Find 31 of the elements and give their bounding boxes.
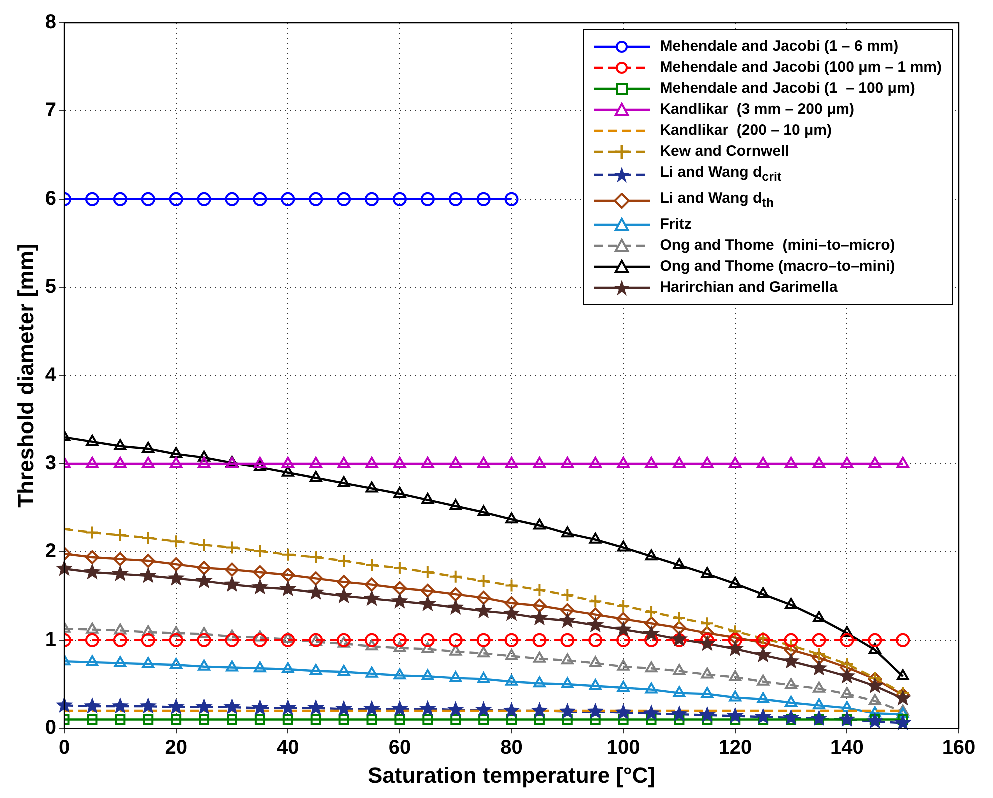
y-tick-label: 5: [45, 276, 57, 298]
y-tick-label: 7: [45, 100, 57, 122]
legend-label: Li and Wang d$_{th}$: [660, 189, 774, 212]
x-tick-label: 20: [165, 737, 188, 760]
y-tick-label: 3: [45, 452, 57, 475]
legend-label: Kandlikar (200 – 10 μm): [660, 121, 832, 141]
x-tick-label: 160: [942, 737, 976, 760]
x-tick-label: 140: [830, 737, 864, 760]
x-tick-label: 120: [718, 737, 752, 760]
x-tick-label: 80: [500, 737, 523, 760]
legend-label: Mehendale and Jacobi (1 – 100 μm): [660, 79, 916, 99]
y-axis-title: Threshold diameter [mm]: [13, 244, 38, 508]
legend-label: Harirchian and Garimella: [660, 278, 838, 298]
y-tick-label: 8: [45, 12, 57, 34]
legend-label: Mehendale and Jacobi (1 – 6 mm): [660, 37, 899, 57]
x-tick-label: 40: [277, 737, 300, 760]
legend-label: Li and Wang d$_{crit}$: [660, 163, 782, 186]
y-tick-label: 0: [45, 717, 57, 740]
legend-label: Kandlikar (3 mm – 200 μm): [660, 100, 854, 120]
x-tick-label: 60: [388, 737, 412, 760]
legend-label: Fritz: [660, 215, 692, 235]
legend-label: Ong and Thome (macro–to–mini): [660, 257, 896, 277]
y-tick-label: 2: [45, 540, 57, 563]
legend-label: Ong and Thome (mini–to–micro): [660, 236, 896, 256]
legend-label: Kew and Cornwell: [660, 142, 790, 162]
legend-label: Mehendale and Jacobi (100 μm – 1 mm): [660, 58, 942, 78]
x-axis-title: Saturation temperature [°C]: [368, 762, 656, 788]
y-tick-label: 1: [45, 628, 57, 651]
y-tick-label: 4: [45, 364, 58, 386]
x-tick-label: 100: [606, 737, 640, 760]
y-tick-label: 6: [45, 188, 57, 210]
